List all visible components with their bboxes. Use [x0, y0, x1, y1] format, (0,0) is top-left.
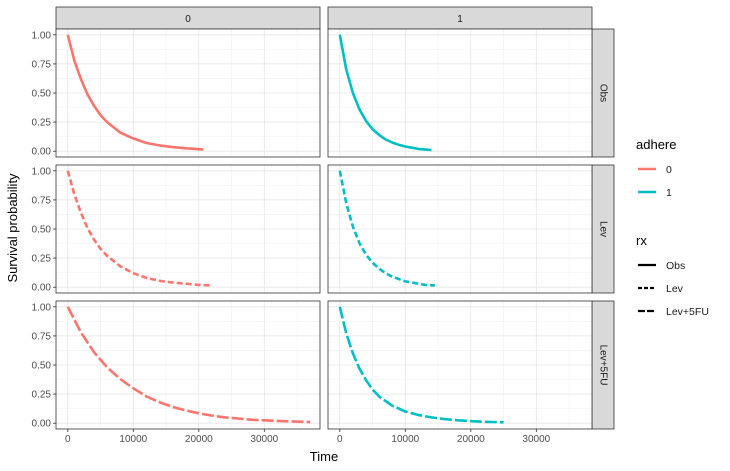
legend-label-rx-obs: Obs [666, 260, 685, 272]
row-strip-label-lev-5fu: Lev+5FU [598, 345, 609, 386]
row-strip-label-lev: Lev [598, 221, 609, 237]
y-tick-label: 0.25 [32, 390, 52, 401]
legend-label-rx-lev: Lev [666, 283, 684, 295]
series-line-lev-5fu-adhere-0 [66, 306, 311, 424]
x-tick-label: 0 [337, 434, 343, 445]
y-tick-label: 0.00 [32, 419, 52, 430]
legend-label-adhere-1: 1 [666, 187, 672, 199]
legend-label-adhere-0: 0 [666, 164, 672, 176]
x-axis-title: Time [310, 449, 338, 464]
panel-border [327, 164, 593, 294]
panel-lev-1 [327, 164, 593, 294]
panel-border [327, 300, 593, 430]
facet-grid: 0 1ObsLevLev+5FU0.000.250.500.751.000.000… [32, 6, 615, 445]
y-tick-label: 0.75 [32, 195, 52, 206]
legend-title-adhere: adhere [636, 137, 676, 152]
panel-lev-0: 0.00 0.25 0.50 0.75 1.00 [32, 164, 321, 294]
panel-border [327, 28, 593, 158]
x-tick-label: 30000 [522, 434, 550, 445]
legend: adhere rx 0 1 Obs Lev Lev+5FU [636, 137, 709, 318]
series-line-obs-adhere-1 [338, 34, 432, 152]
panel-obs-0: 0.00 0.25 0.50 0.75 1.00 [32, 28, 321, 158]
y-tick-label: 0.00 [32, 283, 52, 294]
x-tick-label: 20000 [457, 434, 485, 445]
y-tick-label: 1.00 [32, 302, 52, 313]
y-tick-label: 0.50 [32, 361, 52, 372]
panel-lev-5fu-0: 0.00 0.25 0.50 0.75 1.00 0 10000 20000 30000 [32, 300, 321, 445]
y-axis-title: Survival probability [5, 173, 20, 283]
column-strip-label-0: 0 [185, 14, 191, 25]
y-tick-label: 0.50 [32, 89, 52, 100]
column-strip-label-1: 1 [457, 14, 463, 25]
series-line-lev-adhere-0 [66, 170, 212, 287]
x-tick-label: 0 [65, 434, 71, 445]
series-line-lev-5fu-adhere-1 [338, 306, 504, 424]
legend-title-rx: rx [636, 233, 647, 248]
y-tick-label: 0.75 [32, 331, 52, 342]
y-tick-label: 1.00 [32, 166, 52, 177]
y-tick-label: 0.25 [32, 254, 52, 265]
row-strip-label-obs: Obs [598, 84, 609, 102]
y-tick-label: 0.00 [32, 147, 52, 158]
x-tick-label: 30000 [250, 434, 278, 445]
series-line-lev-adhere-1 [338, 170, 435, 287]
x-tick-label: 10000 [391, 434, 419, 445]
x-tick-label: 10000 [119, 434, 147, 445]
x-tick-label: 20000 [185, 434, 213, 445]
legend-label-rx-lev-5fu: Lev+5FU [666, 306, 709, 318]
y-tick-label: 0.50 [32, 225, 52, 236]
y-tick-label: 0.75 [32, 59, 52, 70]
y-tick-label: 0.25 [32, 118, 52, 129]
panel-obs-1 [327, 28, 593, 158]
series-line-obs-adhere-0 [66, 34, 204, 151]
y-tick-label: 1.00 [32, 30, 52, 41]
panel-lev-5fu-1: 0 10000 20000 30000 [327, 300, 593, 445]
